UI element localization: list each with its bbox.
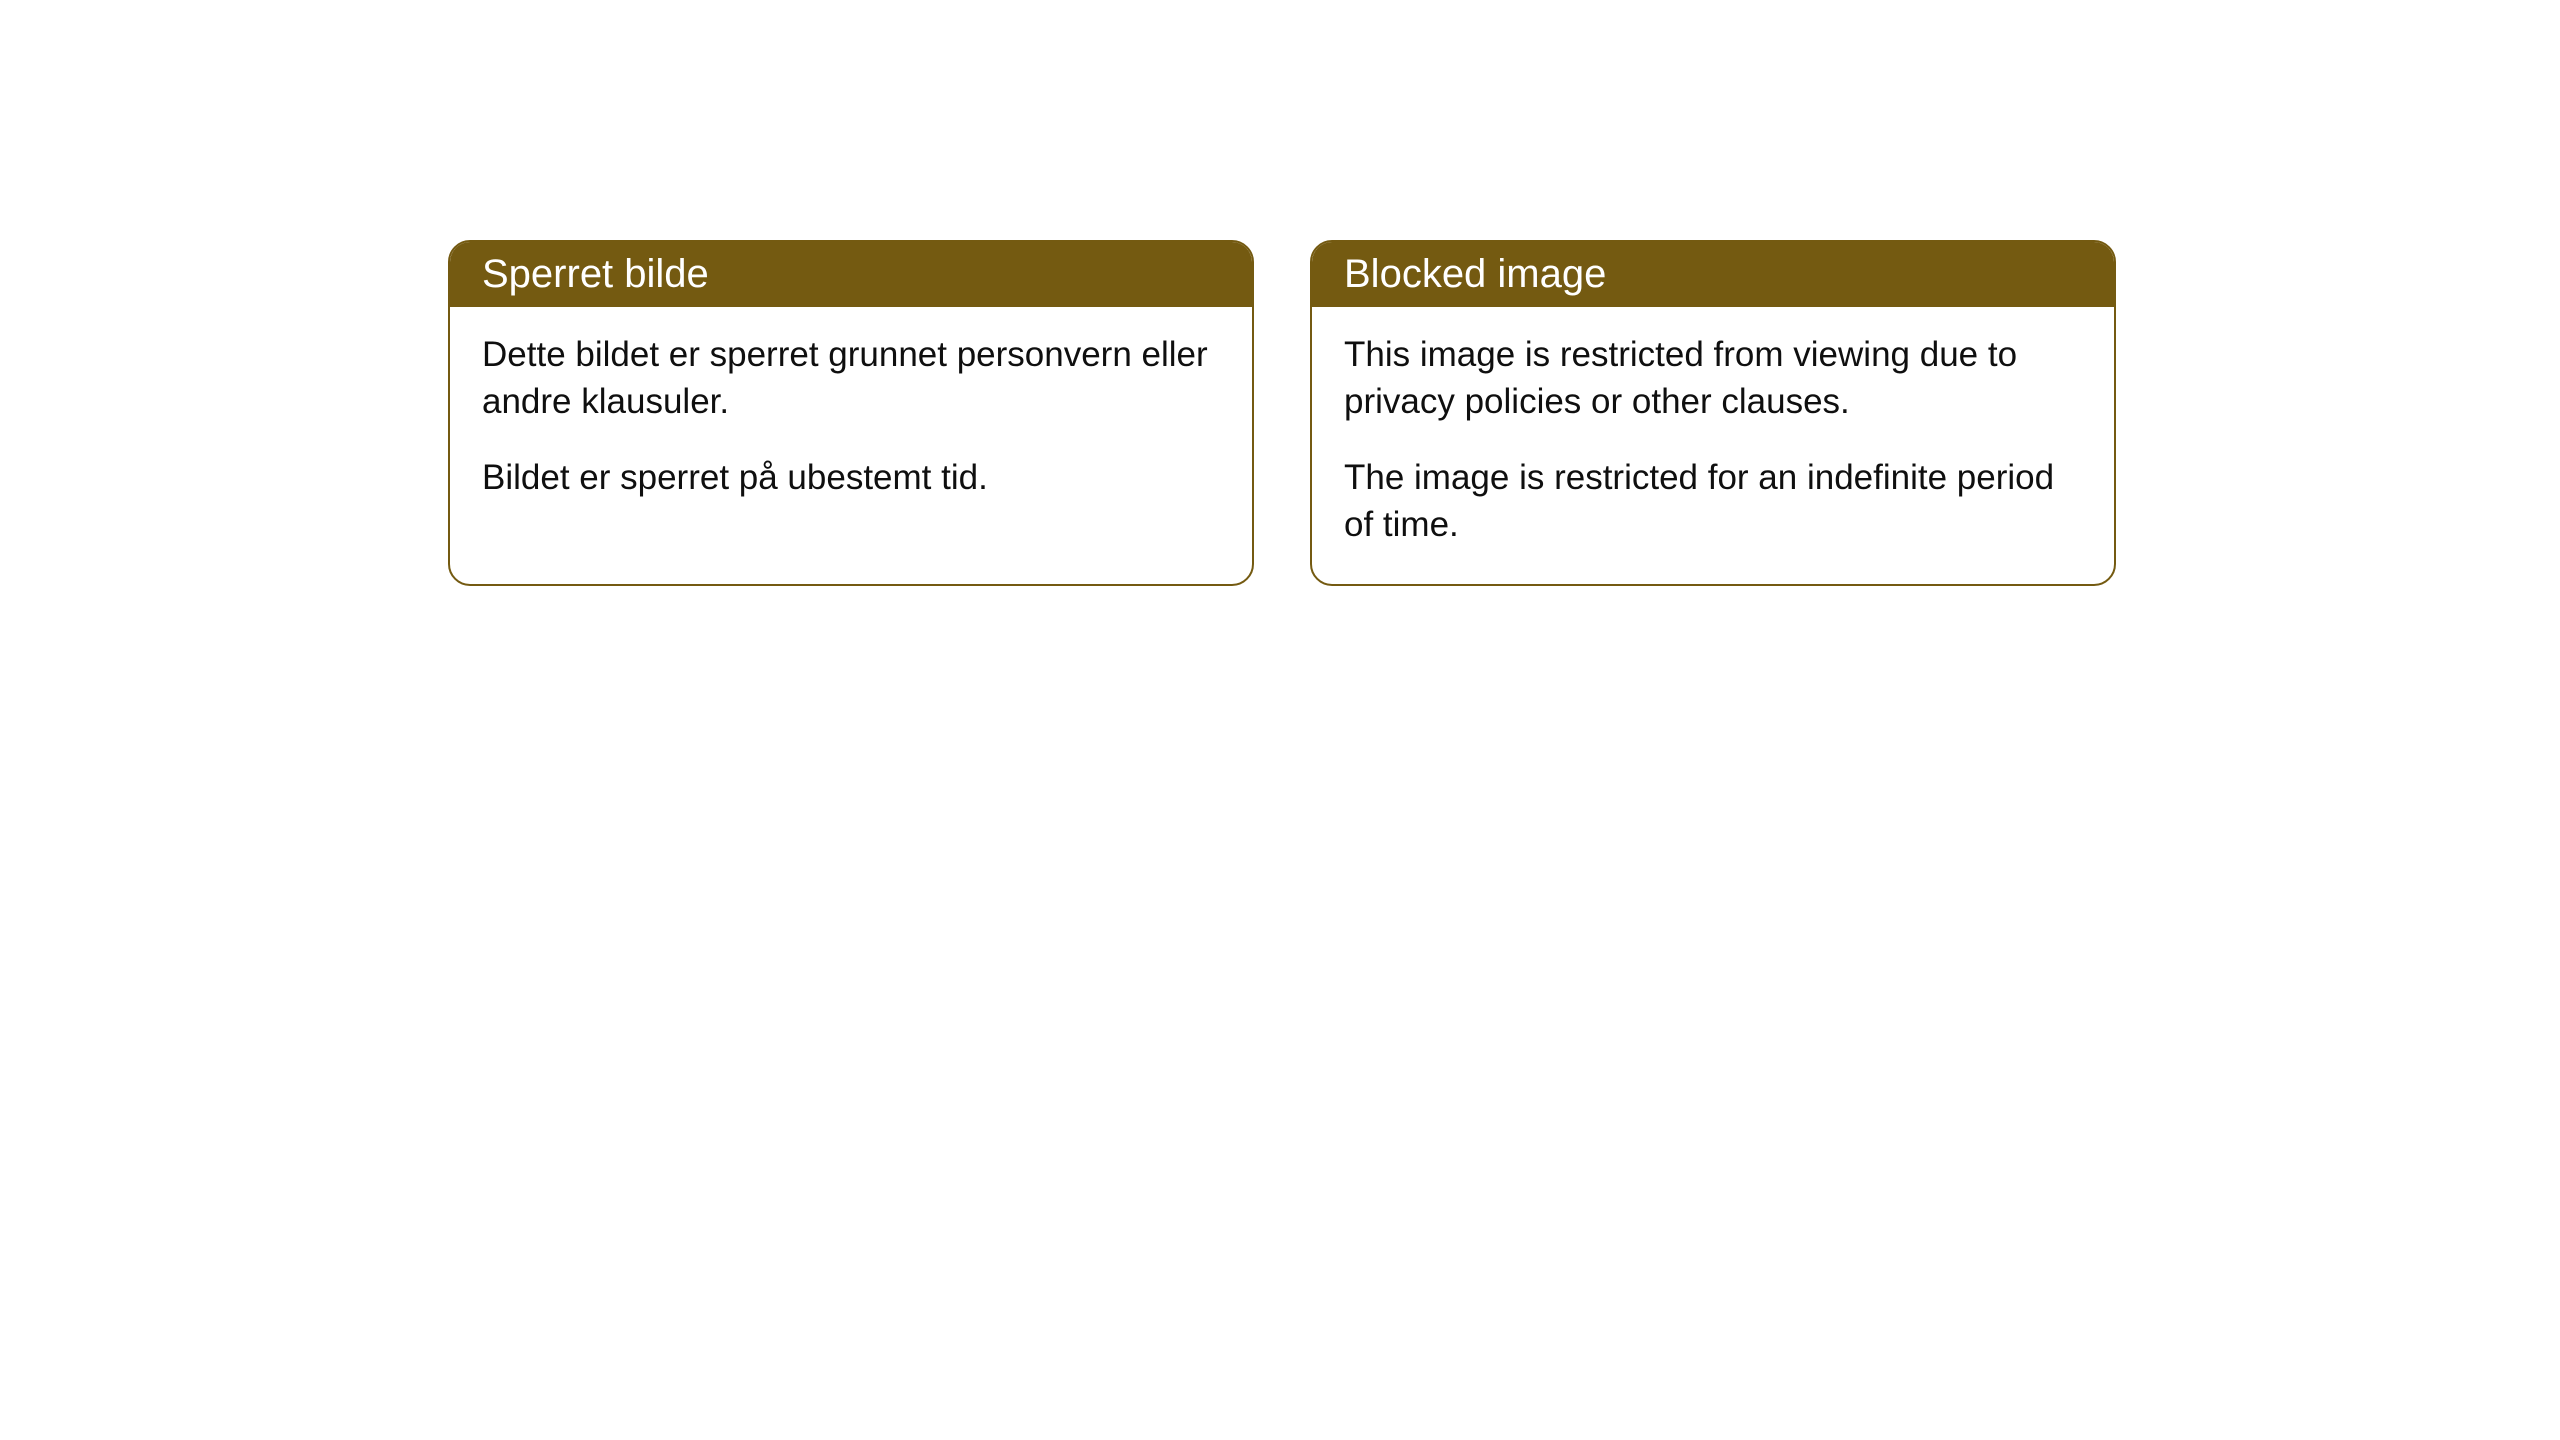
notice-card-norwegian: Sperret bilde Dette bildet er sperret gr… [448,240,1254,586]
card-paragraph: This image is restricted from viewing du… [1344,331,2082,426]
card-paragraph: Dette bildet er sperret grunnet personve… [482,331,1220,426]
card-body: This image is restricted from viewing du… [1312,307,2114,584]
card-paragraph: Bildet er sperret på ubestemt tid. [482,454,1220,501]
card-header: Sperret bilde [450,242,1252,307]
notice-container: Sperret bilde Dette bildet er sperret gr… [448,240,2116,586]
card-body: Dette bildet er sperret grunnet personve… [450,307,1252,537]
card-title: Sperret bilde [482,252,709,296]
card-title: Blocked image [1344,252,1606,296]
card-header: Blocked image [1312,242,2114,307]
card-paragraph: The image is restricted for an indefinit… [1344,454,2082,549]
notice-card-english: Blocked image This image is restricted f… [1310,240,2116,586]
